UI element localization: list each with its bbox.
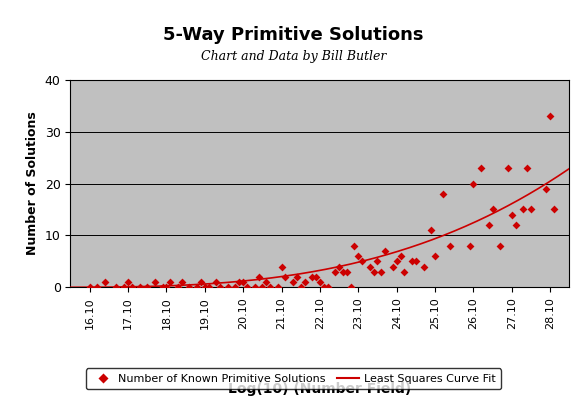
- Point: [300, 279, 309, 285]
- Point: [223, 284, 232, 290]
- Point: [369, 269, 379, 275]
- Point: [357, 258, 367, 265]
- Point: [330, 269, 340, 275]
- Point: [112, 284, 121, 290]
- Point: [388, 263, 397, 270]
- Point: [166, 279, 175, 285]
- Point: [488, 206, 497, 213]
- Point: [411, 258, 420, 265]
- Point: [127, 284, 137, 290]
- Point: [173, 284, 183, 290]
- Point: [204, 284, 213, 290]
- Point: [484, 222, 494, 228]
- Point: [123, 279, 133, 285]
- Point: [527, 206, 536, 213]
- Y-axis label: Number of Solutions: Number of Solutions: [26, 112, 39, 255]
- Point: [407, 258, 417, 265]
- Point: [427, 227, 436, 233]
- Text: Chart and Data by Bill Butler: Chart and Data by Bill Butler: [201, 50, 386, 63]
- Point: [319, 284, 329, 290]
- Point: [469, 180, 478, 187]
- Point: [196, 279, 205, 285]
- Point: [542, 186, 551, 192]
- Point: [465, 243, 474, 249]
- Point: [185, 284, 194, 290]
- Point: [273, 284, 282, 290]
- Point: [446, 243, 455, 249]
- Point: [100, 279, 110, 285]
- Point: [258, 284, 267, 290]
- Point: [545, 113, 555, 119]
- Point: [419, 263, 429, 270]
- Point: [311, 274, 321, 280]
- Point: [430, 253, 440, 259]
- Point: [296, 284, 305, 290]
- Point: [438, 191, 447, 197]
- Point: [503, 165, 512, 171]
- Point: [200, 284, 210, 290]
- Point: [308, 274, 317, 280]
- Point: [315, 279, 325, 285]
- Point: [193, 284, 202, 290]
- Point: [120, 284, 129, 290]
- Point: [261, 279, 271, 285]
- Point: [250, 284, 259, 290]
- Point: [365, 263, 375, 270]
- Point: [231, 284, 240, 290]
- Point: [373, 258, 382, 265]
- Point: [380, 248, 390, 254]
- Point: [350, 243, 359, 249]
- Point: [346, 284, 355, 290]
- Point: [235, 279, 244, 285]
- Point: [392, 258, 402, 265]
- Point: [400, 269, 409, 275]
- Point: [507, 211, 517, 218]
- Point: [342, 269, 352, 275]
- Point: [265, 284, 275, 290]
- Point: [522, 165, 532, 171]
- Point: [215, 284, 225, 290]
- Point: [338, 269, 348, 275]
- Point: [143, 284, 152, 290]
- Point: [254, 274, 263, 280]
- Point: [85, 284, 95, 290]
- Point: [158, 284, 167, 290]
- Point: [177, 279, 187, 285]
- Point: [277, 263, 286, 270]
- X-axis label: Log(10) (Number Field): Log(10) (Number Field): [228, 382, 411, 396]
- Point: [211, 279, 221, 285]
- Point: [477, 165, 486, 171]
- Point: [161, 284, 171, 290]
- Point: [335, 263, 344, 270]
- Point: [495, 243, 505, 249]
- Point: [396, 253, 405, 259]
- Point: [549, 206, 559, 213]
- Point: [150, 279, 160, 285]
- Point: [323, 284, 332, 290]
- Text: 5-Way Primitive Solutions: 5-Way Primitive Solutions: [163, 26, 424, 44]
- Point: [135, 284, 144, 290]
- Point: [292, 274, 302, 280]
- Point: [511, 222, 520, 228]
- Point: [242, 284, 252, 290]
- Point: [281, 274, 290, 280]
- Point: [93, 284, 102, 290]
- Point: [377, 269, 386, 275]
- Point: [519, 206, 528, 213]
- Point: [238, 279, 248, 285]
- Point: [353, 253, 363, 259]
- Point: [288, 279, 298, 285]
- Legend: Number of Known Primitive Solutions, Least Squares Curve Fit: Number of Known Primitive Solutions, Lea…: [86, 368, 501, 389]
